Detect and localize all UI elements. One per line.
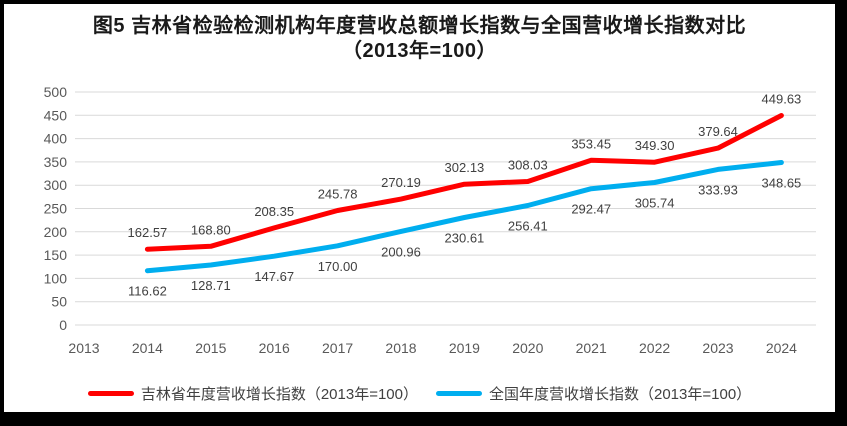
data-label: 200.96 (381, 244, 421, 259)
data-label: 308.03 (508, 158, 548, 173)
data-label: 270.19 (381, 175, 421, 190)
data-label: 147.67 (254, 269, 294, 284)
y-axis-tick-label: 350 (44, 154, 68, 170)
y-axis-tick-label: 200 (44, 224, 68, 240)
y-axis-tick-label: 300 (44, 177, 68, 193)
chart-legend: 吉林省年度营收增长指数（2013年=100） 全国年度营收增长指数（2013年=… (4, 383, 835, 404)
y-axis-tick-label: 450 (44, 107, 68, 123)
data-label: 245.78 (318, 187, 358, 202)
jilin-series-line (144, 113, 784, 252)
data-label: 292.47 (571, 202, 611, 217)
data-label: 256.41 (508, 219, 548, 234)
legend-label-jilin: 吉林省年度营收增长指数（2013年=100） (140, 386, 418, 403)
x-axis-tick-label: 2018 (385, 340, 416, 356)
data-label: 230.61 (445, 231, 485, 246)
y-axis-tick-label: 250 (44, 201, 68, 217)
chart-title: 图5 吉林省检验检测机构年度营收总额增长指数与全国营收增长指数对比 （2013年… (4, 14, 835, 64)
legend-item-jilin: 吉林省年度营收增长指数（2013年=100） (87, 383, 418, 404)
data-label: 449.63 (762, 92, 802, 107)
chart-plot: 0 50 100 150 200 250 300 350 400 450 500 2013 2014 20… (44, 84, 816, 356)
x-axis-tick-label: 2016 (259, 340, 290, 356)
data-label: 379.64 (698, 124, 738, 139)
data-label: 208.35 (254, 204, 294, 219)
data-label: 349.30 (635, 138, 675, 153)
x-axis-tick-label: 2021 (576, 340, 607, 356)
x-axis-tick-label: 2022 (639, 340, 670, 356)
jilin-line-swatch-icon (87, 391, 134, 396)
x-axis-tick-label: 2014 (132, 340, 163, 356)
data-label: 353.45 (571, 136, 611, 151)
x-axis-tick-label: 2017 (322, 340, 353, 356)
national-line-swatch-icon (436, 391, 482, 396)
data-label: 162.57 (128, 225, 168, 240)
x-axis-tick-label: 2013 (68, 340, 99, 356)
data-label: 348.65 (762, 176, 802, 191)
y-axis-tick-label: 500 (44, 84, 68, 100)
x-axis-tick-label: 2019 (449, 340, 480, 356)
x-axis-tick-label: 2023 (702, 340, 733, 356)
legend-item-national: 全国年度营收增长指数（2013年=100） (436, 383, 751, 404)
data-label: 168.80 (191, 222, 231, 237)
chart-title-line1: 图5 吉林省检验检测机构年度营收总额增长指数与全国营收增长指数对比 (92, 15, 747, 37)
y-axis-tick-label: 150 (44, 247, 68, 263)
chart-title-line2: （2013年=100） (341, 40, 498, 62)
y-axis-tick-label: 0 (59, 317, 67, 333)
x-axis-tick-label: 2020 (512, 340, 543, 356)
legend-label-national: 全国年度营收增长指数（2013年=100） (489, 386, 752, 403)
data-label: 333.93 (698, 182, 738, 197)
x-axis-tick-label: 2015 (195, 340, 226, 356)
data-label: 116.62 (128, 284, 167, 299)
national-series-line (144, 160, 784, 274)
data-label: 302.13 (445, 160, 485, 175)
data-label: 128.71 (191, 278, 231, 293)
data-label: 305.74 (635, 196, 675, 211)
y-axis-tick-label: 400 (44, 131, 68, 147)
data-label: 170.00 (318, 259, 358, 274)
x-axis-tick-label: 2024 (766, 340, 797, 356)
y-axis-tick-label: 100 (44, 270, 68, 286)
y-axis-tick-label: 50 (51, 294, 67, 310)
